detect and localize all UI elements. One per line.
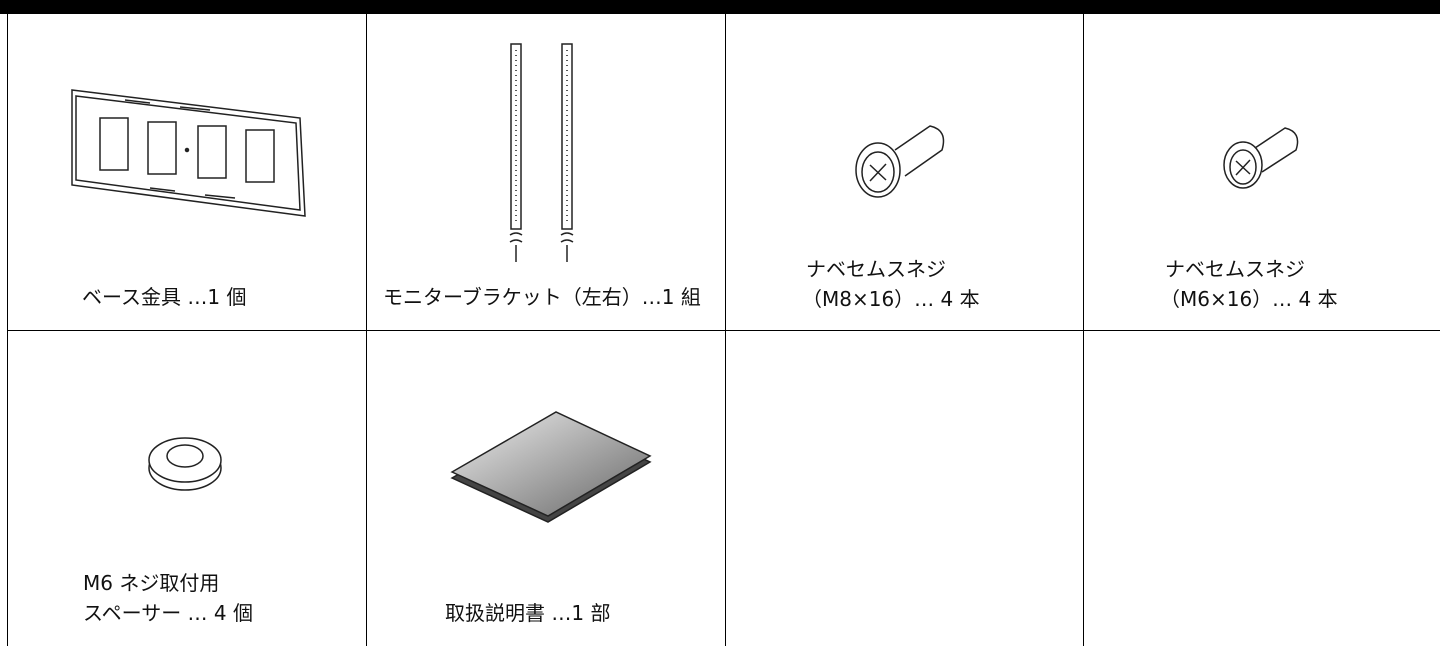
brackets [509,43,574,262]
item-label: スペーサー … 4 個 [83,601,253,625]
item-label: （M8×16）… 4 本 [802,287,980,311]
row-border [7,330,1440,331]
screw-m8 [855,125,945,198]
item-label: ナベセムスネジ [1165,257,1305,281]
item-label: ベース金具 …1 個 [82,285,247,309]
spacer [148,437,222,491]
base-plate [71,89,306,217]
item-label: ナベセムスネジ [806,257,946,281]
item-label: （M6×16）… 4 本 [1160,287,1338,311]
item-label: モニターブラケット（左右）…1 組 [383,285,701,309]
item-label: M6 ネジ取付用 [83,571,220,595]
manual [450,411,652,523]
header-bar [0,0,1440,14]
screw-m6 [1223,127,1299,189]
item-label: 取扱説明書 …1 部 [445,601,611,625]
